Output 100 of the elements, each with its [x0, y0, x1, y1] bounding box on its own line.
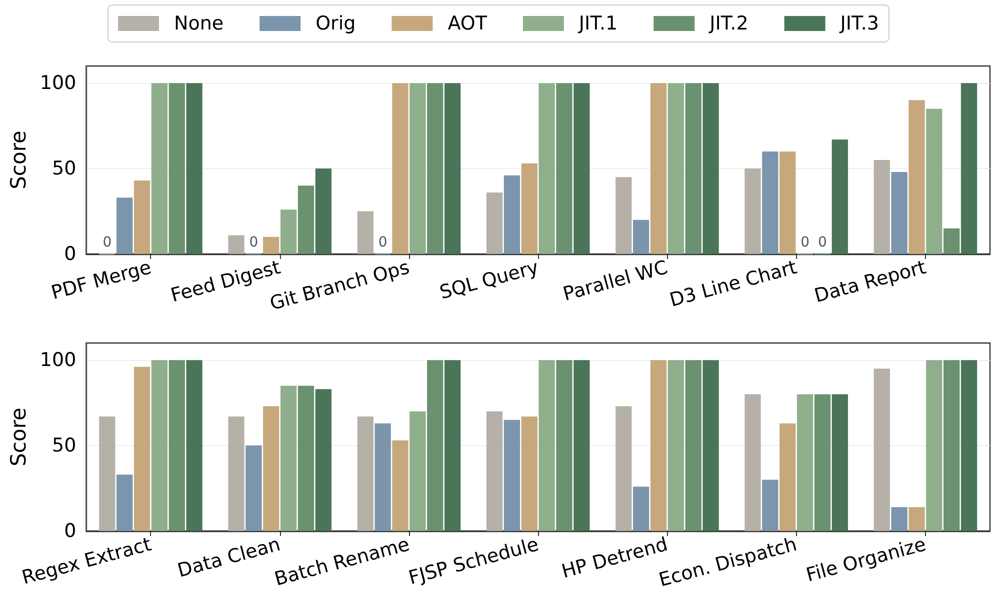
bar	[410, 83, 426, 254]
bar	[685, 360, 702, 531]
bar	[134, 180, 150, 254]
bar	[702, 83, 719, 254]
bar	[246, 446, 262, 531]
y-tick-label: 0	[64, 520, 76, 542]
bar	[668, 83, 684, 254]
bar	[134, 366, 150, 531]
bar	[780, 423, 796, 531]
bar	[521, 163, 538, 254]
bar	[891, 507, 908, 531]
x-tick-label: Data Report	[812, 256, 928, 308]
bar	[298, 186, 314, 254]
legend-label: JIT.3	[839, 12, 879, 34]
data-label: 0	[102, 234, 112, 250]
bar	[874, 368, 890, 531]
bar	[374, 423, 391, 531]
bar	[702, 360, 719, 531]
bar	[832, 139, 848, 254]
bar	[357, 211, 374, 254]
x-tick-label: SQL Query	[437, 256, 541, 304]
bar	[832, 394, 848, 531]
bar	[99, 416, 116, 531]
y-tick-label: 0	[64, 243, 76, 265]
bar	[685, 83, 702, 254]
bar	[650, 360, 667, 531]
bar	[228, 416, 244, 531]
bar	[908, 100, 925, 254]
bar	[780, 151, 796, 254]
bar	[874, 160, 890, 254]
bar	[616, 406, 632, 531]
bar	[944, 228, 960, 254]
bar	[574, 360, 590, 531]
bar	[814, 394, 831, 531]
bar	[960, 360, 978, 531]
bar	[186, 360, 202, 531]
legend-label: AOT	[448, 12, 488, 34]
y-axis-title: Score	[6, 408, 30, 466]
y-tick-label: 100	[40, 349, 76, 372]
bar	[762, 151, 778, 254]
bar	[908, 507, 925, 531]
bar	[891, 172, 908, 254]
bar	[926, 360, 942, 531]
bar	[427, 83, 444, 254]
x-tick-label: File Organize	[804, 533, 928, 586]
data-label: 0	[818, 234, 827, 250]
bar	[486, 411, 503, 531]
bar	[632, 220, 650, 254]
bar	[538, 83, 555, 254]
bar	[538, 360, 555, 531]
data-label: 0	[800, 234, 810, 250]
legend-label: JIT.2	[708, 12, 748, 34]
bar	[668, 360, 684, 531]
bar	[744, 168, 761, 254]
bar	[116, 198, 133, 254]
bar	[168, 360, 185, 531]
bar	[632, 486, 650, 531]
bar	[168, 83, 185, 254]
bar	[263, 406, 280, 531]
bar	[280, 386, 297, 531]
bar	[357, 416, 374, 531]
bar	[444, 83, 461, 254]
bar	[392, 440, 408, 531]
bar	[151, 360, 168, 531]
bar	[186, 83, 202, 254]
legend-label: Orig	[316, 12, 356, 34]
bar	[486, 192, 503, 254]
bar	[504, 420, 520, 531]
bar	[280, 210, 297, 254]
bar	[762, 480, 778, 531]
bar	[944, 360, 960, 531]
bar	[392, 83, 408, 254]
y-axis-title: Score	[6, 130, 30, 190]
bar	[650, 83, 667, 254]
bar	[521, 416, 538, 531]
bar	[427, 360, 444, 531]
legend-label: None	[174, 12, 224, 34]
bar	[616, 177, 632, 254]
bar	[744, 394, 761, 531]
bar	[574, 83, 590, 254]
bar	[228, 235, 244, 254]
bar	[151, 83, 168, 254]
bar	[263, 236, 280, 254]
bar	[926, 108, 942, 254]
bar	[410, 411, 426, 531]
data-label: 0	[378, 234, 388, 250]
bar	[556, 360, 572, 531]
y-tick-label: 50	[52, 434, 76, 457]
legend-label: JIT.1	[578, 12, 618, 34]
data-label: 0	[249, 234, 258, 250]
y-tick-label: 100	[40, 72, 76, 94]
bar	[556, 83, 572, 254]
bar	[444, 360, 461, 531]
bar	[960, 83, 978, 254]
bar	[504, 175, 520, 254]
bar	[315, 389, 332, 531]
bar	[298, 386, 314, 531]
bar	[315, 168, 332, 254]
bar	[796, 394, 814, 531]
y-tick-label: 50	[52, 158, 76, 180]
